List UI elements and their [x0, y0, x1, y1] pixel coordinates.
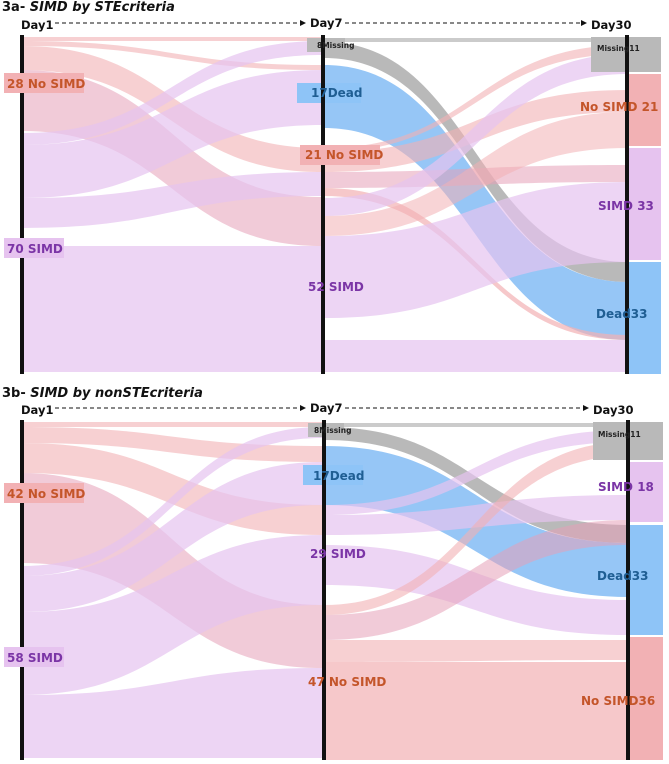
flow-simd-to-dead [22, 70, 322, 198]
node-label-dead-day7: 17Dead [313, 469, 365, 483]
flow-simd-to-simd-30 [324, 182, 628, 318]
flow-nosimd-to-nosimd [22, 473, 322, 668]
panel-3b: 3b- SIMD by nonSTEcriteria Day1 Day7 Day… [2, 386, 663, 760]
panel-3b-title: 3b- SIMD by nonSTEcriteria [2, 386, 203, 401]
node-label-nosimd-day7: 47 No SIMD [308, 675, 386, 689]
node-dead-day30 [628, 262, 661, 374]
node-label-simd-day7: 29 SIMD [310, 547, 366, 561]
node-simd-day30 [628, 148, 661, 260]
flow-nosimd-to-nosimd-30 [324, 662, 628, 760]
node-label-nosimd-day1: 28 No SIMD [7, 77, 85, 91]
node-label-simd-day30: SIMD 18 [598, 480, 654, 494]
node-label-missing-day7: 8Missing [314, 426, 351, 435]
flow-simd-to-missing-30 [324, 54, 628, 216]
node-label-nosimd-day30: No SIMD36 [581, 694, 655, 708]
flow-simd-to-nosimd-30 [324, 112, 628, 236]
node-label-dead-day30: Dead33 [596, 307, 648, 321]
node-nosimd-day30 [628, 74, 661, 146]
flow-simd-to-missing [22, 427, 322, 576]
node-label-nosimd-day7: 21 No SIMD [305, 148, 383, 162]
flow-nosimd-to-dead-30 [324, 640, 628, 662]
node-nosimd-day1-badge [4, 73, 84, 93]
panel-3b-flows-day7-day30 [324, 423, 628, 760]
node-label-nosimd-day1: 42 No SIMD [7, 487, 85, 501]
flow-simd-to-simd [22, 535, 322, 695]
node-label-simd-day1: 70 SIMD [7, 242, 63, 256]
node-label-simd-day1: 58 SIMD [7, 651, 63, 665]
flow-nosimd-to-simd-30 [324, 520, 628, 640]
flow-simd-to-nosimd [22, 172, 322, 228]
panel-3a-title: 3a- SIMD by STEcriteria [2, 0, 175, 15]
node-dead-day7-badge [303, 465, 363, 485]
flow-simd-to-dead [22, 462, 322, 612]
flow-simd-to-missing [22, 41, 322, 145]
node-nosimd-day7-badge [300, 145, 380, 165]
panel-3a-day7-label: Day7 [310, 16, 342, 30]
node-label-missing-day30: Missing11 [598, 430, 641, 439]
panel-3a-flows-day1-day7 [22, 37, 322, 372]
node-label-missing-day30: Missing11 [597, 44, 640, 53]
node-simd-day1-badge [4, 647, 64, 667]
panel-3a-flows-day7-day30 [324, 38, 628, 372]
flow-missing-to-dead [324, 42, 628, 282]
flow-nosimd-to-missing [22, 37, 322, 41]
flow-missing-to-missing [324, 423, 628, 427]
node-nosimd-day1-badge [4, 483, 84, 503]
panel-3a-day1-label: Day1 [21, 18, 53, 32]
flow-nosimd-to-missing-30 [324, 45, 628, 152]
node-label-dead-day7: 17Dead [311, 86, 363, 100]
node-label-simd-day7: 52 SIMD [308, 280, 364, 294]
flow-missing-to-missing [324, 38, 628, 42]
node-label-missing-day7: 8Missing [317, 41, 354, 50]
panel-3b-day7-label: Day7 [310, 401, 342, 415]
node-dead-day7-badge [297, 83, 361, 103]
flow-simd-to-dead-30 [324, 340, 628, 372]
node-label-simd-day30: SIMD 33 [598, 199, 654, 213]
flow-simd-to-missing-30 [324, 430, 628, 515]
node-dead-day30 [628, 525, 663, 635]
panel-3b-day30-label: Day30 [593, 403, 633, 417]
panel-3b-flows-day1-day7 [22, 422, 322, 758]
flow-dead-to-dead [324, 65, 628, 340]
node-label-dead-day30: Dead33 [597, 569, 649, 583]
flow-nosimd-to-missing [22, 422, 322, 427]
flow-simd-to-simd-30 [324, 495, 628, 535]
flow-simd-to-simd [22, 246, 322, 372]
panel-3a-day30-label: Day30 [591, 18, 631, 32]
node-label-nosimd-day30: No SIMD 21 [580, 100, 658, 114]
flow-nosimd-to-dead [22, 427, 322, 462]
flow-missing-to-dead [324, 427, 628, 543]
node-nosimd-day30 [628, 637, 663, 760]
flow-nosimd-to-missing-30 [324, 442, 628, 615]
flow-simd-to-nosimd [22, 668, 322, 758]
panel-3b-day1-label: Day1 [21, 403, 53, 417]
panel-3a: 3a- SIMD by STEcriteria Day1 Day7 Day30 [2, 0, 661, 374]
node-simd-day1-badge [4, 238, 64, 258]
node-simd-day30 [628, 462, 663, 522]
node-missing-day7 [307, 38, 345, 52]
